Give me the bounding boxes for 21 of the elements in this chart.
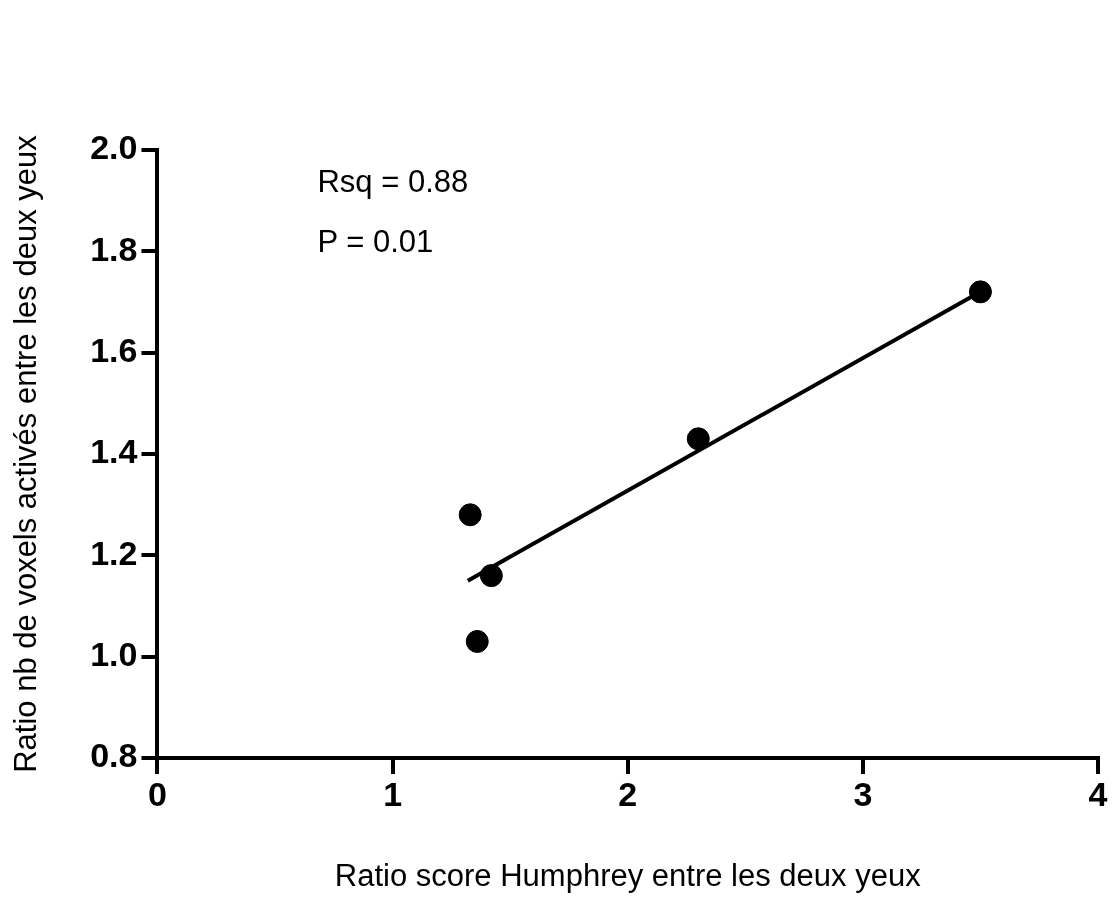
x-tick-label: 0 (148, 774, 167, 813)
point (458, 503, 482, 527)
y-tick-label: 1.4 (90, 432, 138, 471)
point (968, 280, 992, 304)
annotation: Rsq = 0.88 (317, 163, 469, 199)
point (686, 427, 710, 451)
y-tick-label: 1.6 (90, 331, 138, 370)
point (479, 564, 503, 588)
x-tick-label: 1 (383, 774, 403, 813)
y-tick-label: 1.8 (90, 229, 138, 268)
x-axis-title: Ratio score Humphrey entre les deux yeux (334, 857, 922, 893)
y-tick-label: 1.0 (90, 635, 138, 674)
y-tick-label: 2.0 (90, 128, 138, 167)
x-tick-label: 2 (618, 774, 638, 813)
annotation: P = 0.01 (317, 223, 434, 259)
point (465, 629, 489, 653)
x-tick-label: 3 (853, 774, 873, 813)
y-tick-label: 0.8 (90, 736, 138, 775)
y-axis-title: Ratio nb de voxels activés entre les deux yeux (8, 134, 44, 773)
y-tick-label: 1.2 (90, 533, 138, 572)
x-tick-label: 4 (1088, 774, 1108, 813)
